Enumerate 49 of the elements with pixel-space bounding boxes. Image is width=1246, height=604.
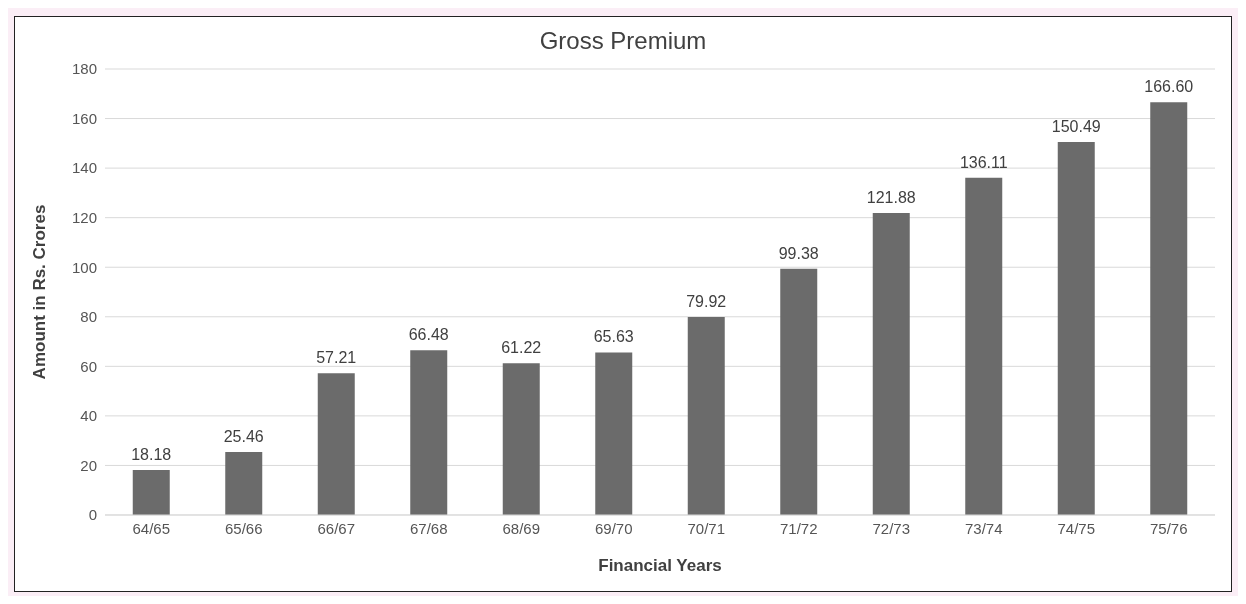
x-tick-label: 67/68 <box>409 519 448 537</box>
y-axis-title: Amount in Rs. Crores <box>30 204 50 380</box>
y-tick-label: 180 <box>71 60 97 78</box>
x-tick-label: 75/76 <box>1149 519 1188 537</box>
data-label: 166.60 <box>1144 78 1194 96</box>
y-tick-label: 100 <box>71 258 97 276</box>
x-tick-label: 69/70 <box>594 519 633 537</box>
data-label: 79.92 <box>686 292 727 310</box>
y-tick-label: 40 <box>80 407 97 425</box>
x-tick-label: 68/69 <box>502 519 541 537</box>
y-tick-label: 160 <box>71 109 97 127</box>
bar <box>225 451 263 515</box>
bar <box>1057 142 1095 515</box>
data-label: 99.38 <box>778 244 819 262</box>
data-label: 61.22 <box>501 339 542 357</box>
y-tick-label: 60 <box>80 357 97 375</box>
data-label: 121.88 <box>866 189 916 207</box>
bar <box>965 177 1003 515</box>
x-tick-label: 70/71 <box>687 519 726 537</box>
bar <box>410 350 448 515</box>
data-label: 150.49 <box>1051 118 1101 136</box>
bar <box>502 363 540 515</box>
bar <box>780 268 818 515</box>
y-tick-label: 140 <box>71 159 97 177</box>
bar <box>872 213 910 515</box>
x-tick-label: 73/74 <box>964 519 1003 537</box>
y-tick-label: 0 <box>88 506 97 524</box>
bar <box>132 469 170 515</box>
y-tick-label: 80 <box>80 308 97 326</box>
data-label: 57.21 <box>316 349 357 367</box>
x-tick-label: 65/66 <box>224 519 263 537</box>
bar <box>1150 102 1188 515</box>
x-axis-title: Financial Years <box>598 556 722 575</box>
bar <box>595 352 633 515</box>
x-tick-label: 74/75 <box>1057 519 1096 537</box>
data-label: 25.46 <box>223 427 264 445</box>
x-tick-label: 71/72 <box>779 519 818 537</box>
bar <box>317 373 355 515</box>
data-label: 18.18 <box>131 445 172 463</box>
data-label: 66.48 <box>408 326 449 344</box>
chart-title: Gross Premium <box>538 27 708 55</box>
bar <box>687 316 725 515</box>
x-tick-label: 64/65 <box>132 519 171 537</box>
y-tick-label: 20 <box>80 456 97 474</box>
data-label: 136.11 <box>959 153 1008 171</box>
y-tick-label: 120 <box>71 208 97 226</box>
x-tick-label: 72/73 <box>872 519 911 537</box>
x-tick-label: 66/67 <box>317 519 356 537</box>
data-label: 65.63 <box>593 328 634 346</box>
